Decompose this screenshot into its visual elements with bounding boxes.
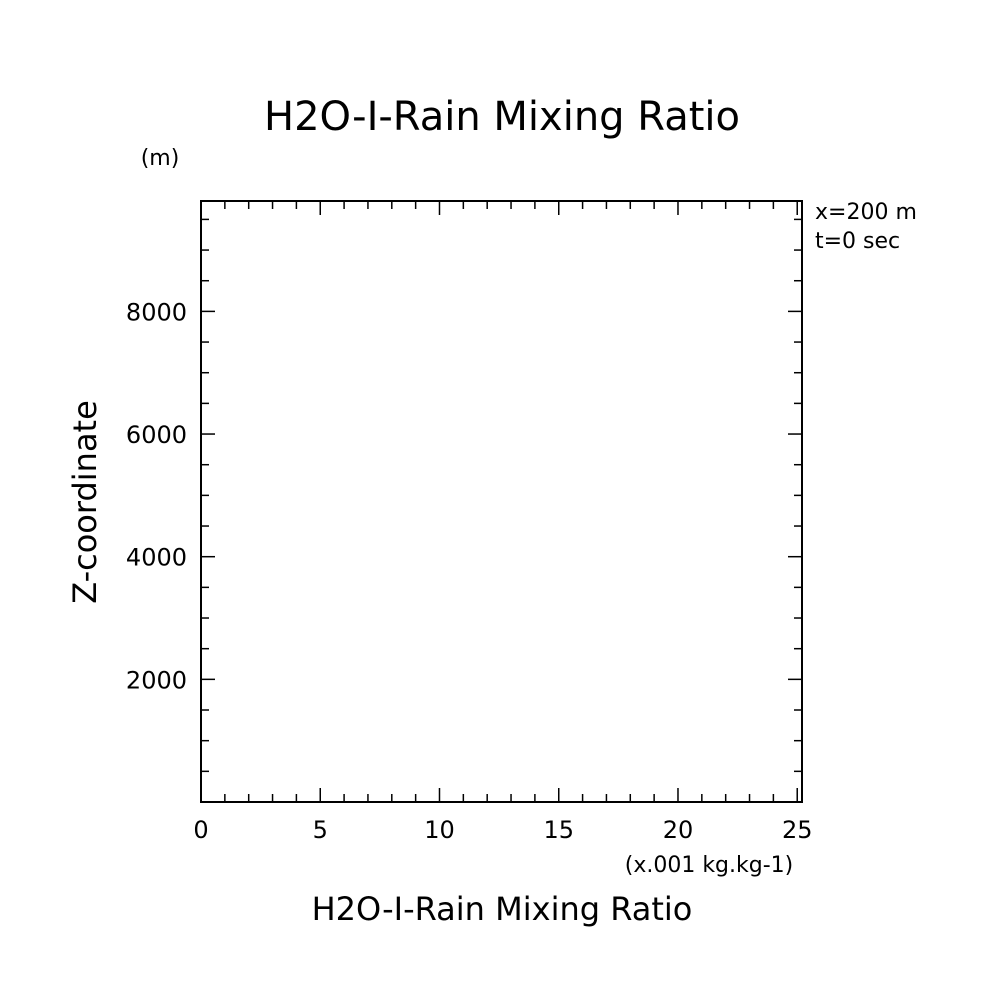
annotation-time: t=0 sec [815,229,900,254]
y-tick-label: 2000 [126,666,187,694]
axis-ticks [200,201,802,802]
x-tick-labels: 0 5 10 15 20 25 [193,816,812,844]
x-tick-label: 25 [782,816,813,844]
plot-frame [200,200,803,803]
x-tick-label: 20 [663,816,694,844]
annotation-x-position: x=200 m [815,200,917,225]
y-axis-units: (m) [141,146,180,171]
y-tick-labels: 2000 4000 6000 8000 [126,298,187,694]
x-tick-label: 15 [543,816,574,844]
y-tick-label: 6000 [126,421,187,449]
chart-title: H2O-I-Rain Mixing Ratio [264,94,740,140]
x-tick-label: 10 [424,816,455,844]
x-axis-units: (x.001 kg.kg-1) [625,853,794,878]
x-tick-label: 0 [193,816,208,844]
x-axis-label: H2O-I-Rain Mixing Ratio [312,890,693,928]
y-tick-label: 8000 [126,298,187,326]
y-tick-label: 4000 [126,544,187,572]
x-tick-label: 5 [313,816,328,844]
y-axis-label: Z-coordinate [66,400,104,604]
